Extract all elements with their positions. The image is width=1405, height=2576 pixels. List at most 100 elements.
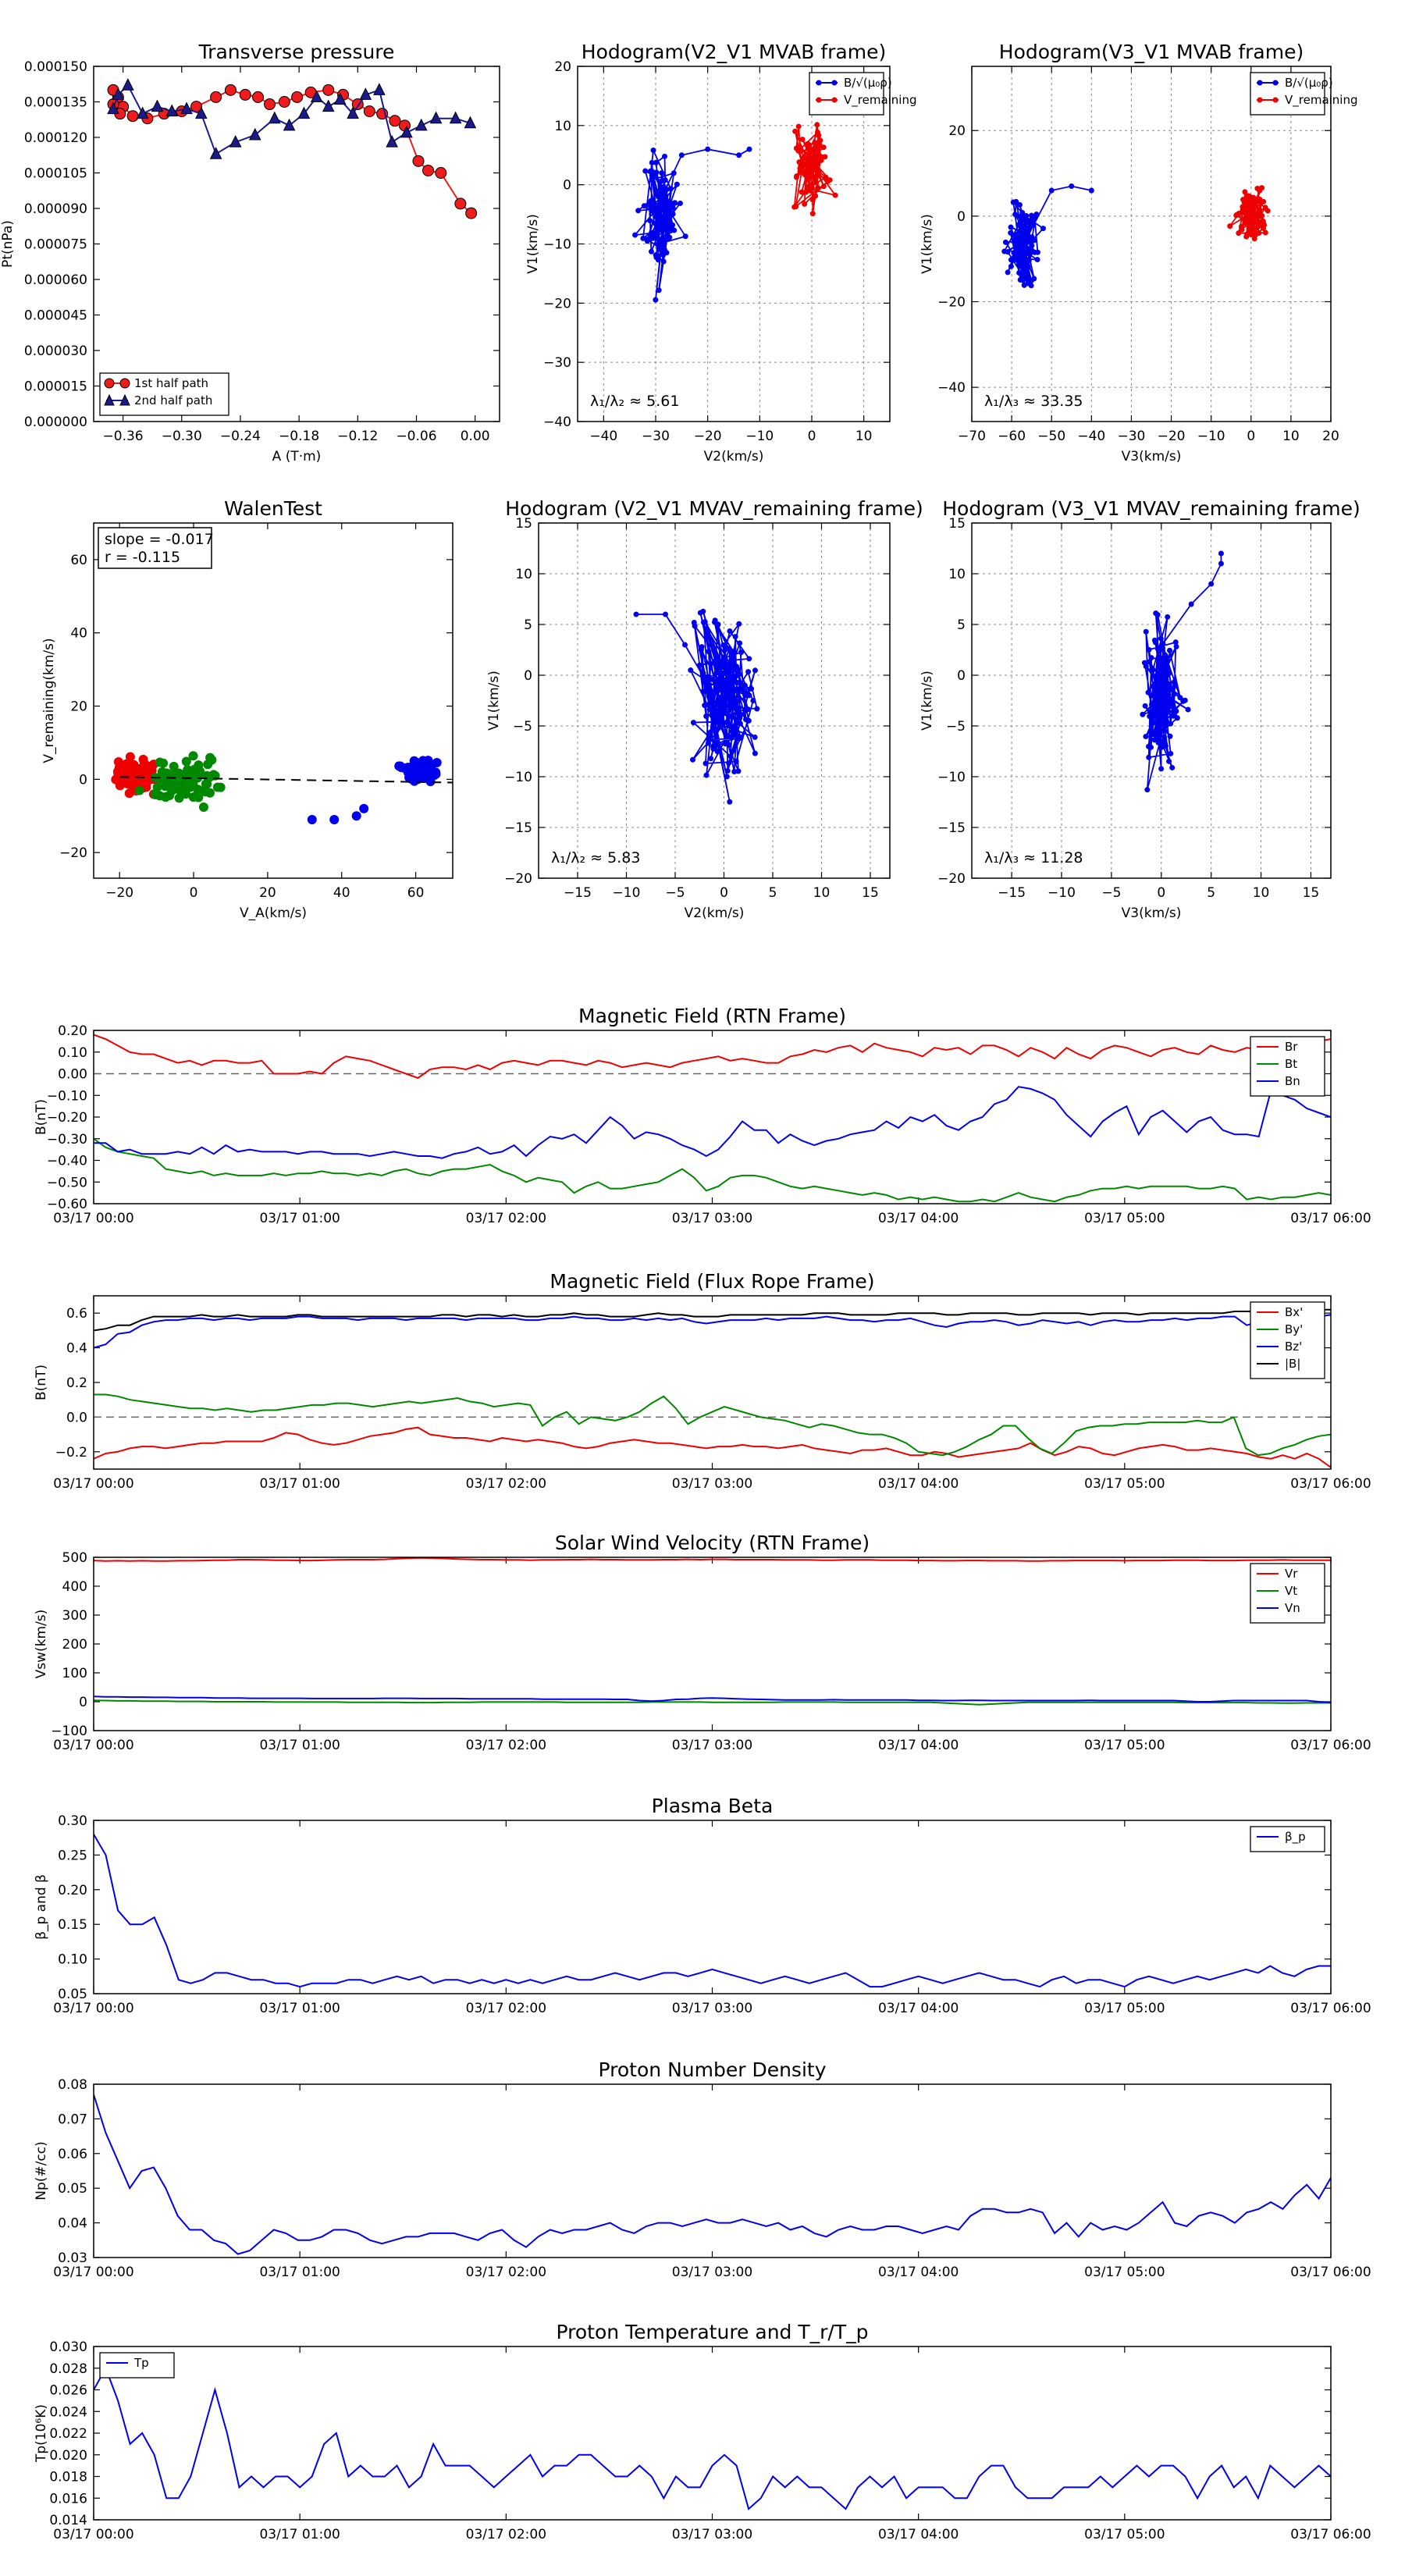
chart-title: Proton Number Density [599,2058,827,2081]
series-line [1142,553,1222,790]
y-tick-label: −20 [504,871,532,887]
point [799,137,806,143]
x-tick-label: 03/17 01:00 [259,1476,340,1492]
x-tick-label: 03/17 06:00 [1290,2265,1371,2280]
point [658,193,664,199]
point [726,681,732,688]
x-tick-label: −60 [998,429,1026,444]
point [1254,215,1260,221]
legend-label: 1st half path [134,376,208,390]
point [702,619,708,625]
point [807,187,813,194]
legend: Vr Vt Vn [1250,1563,1325,1624]
point [1029,222,1035,228]
y-tick-label: 0.05 [58,2181,87,2197]
x-axis-label: V3(km/s) [1122,906,1182,921]
point [731,649,737,655]
axes-frame [93,66,500,422]
fit-line [119,776,453,784]
point [726,760,732,766]
point [735,735,742,742]
point [158,758,169,768]
point [632,232,638,238]
x-tick-label: 03/17 03:00 [672,1738,752,1753]
point [114,763,124,773]
point [752,750,758,756]
point [656,287,662,294]
y-tick-label: −15 [504,820,532,836]
point [1154,707,1160,713]
point [641,203,647,209]
point [1167,733,1173,739]
chart-title: Hodogram(V3_V1 MVAB frame) [999,41,1304,63]
point [1259,185,1265,191]
point [727,799,733,805]
point [1032,215,1038,221]
point [817,137,823,144]
point [1008,257,1014,263]
point [720,642,727,648]
y-tick-label: −0.20 [47,1110,87,1126]
point [1024,235,1030,241]
y-tick-label: 0.028 [49,2361,87,2377]
point [188,792,198,802]
point [1157,654,1163,660]
axes-frame [93,1557,1332,1731]
legend-label: Vt [1285,1584,1297,1598]
point [714,742,720,748]
point [696,662,702,668]
series-line-Br [94,1034,1331,1080]
point [723,665,729,671]
point [815,129,821,135]
point [1013,198,1019,205]
x-tick-label: −5 [665,885,685,901]
point [1017,277,1023,283]
point [650,148,656,154]
x-tick-label: 20 [1322,429,1339,444]
point [640,235,646,241]
point [1143,628,1149,635]
point [1167,647,1173,653]
point [735,768,742,774]
y-tick-label: −40 [937,380,966,396]
point [661,201,667,207]
point [715,656,721,663]
point [816,141,823,148]
point [239,88,251,101]
point [165,104,179,117]
x-tick-label: 03/17 05:00 [1084,1738,1165,1753]
y-tick-label: 5 [524,617,532,633]
series-line-Vr [94,1557,1331,1562]
y-tick-label: 300 [62,1608,87,1624]
y-tick-label: −0.30 [47,1132,87,1147]
point [1014,257,1020,263]
x-axis-label: V2(km/s) [685,906,745,921]
y-tick-label: 20 [948,123,966,139]
point [1261,221,1267,227]
point [672,200,678,206]
legend-label: B/√(μ₀ρ) [844,76,892,90]
point [1002,239,1008,245]
point [700,688,706,695]
point [754,706,760,712]
point [329,814,340,824]
point [697,610,703,616]
point [813,145,819,151]
point [1164,699,1170,706]
axes-frame [577,66,891,422]
legend: β_p [1250,1826,1325,1852]
point [648,248,654,254]
legend-label: Vn [1285,1601,1300,1615]
x-tick-label: 15 [862,885,879,901]
point [150,789,160,799]
x-tick-label: 03/17 02:00 [466,1476,546,1492]
point [1024,269,1030,275]
point [1019,265,1026,271]
point [412,155,425,167]
legend-marker [1257,97,1263,103]
point [422,164,435,176]
point [1164,706,1170,712]
point [1008,263,1014,269]
y-tick-label: −10 [937,770,966,785]
